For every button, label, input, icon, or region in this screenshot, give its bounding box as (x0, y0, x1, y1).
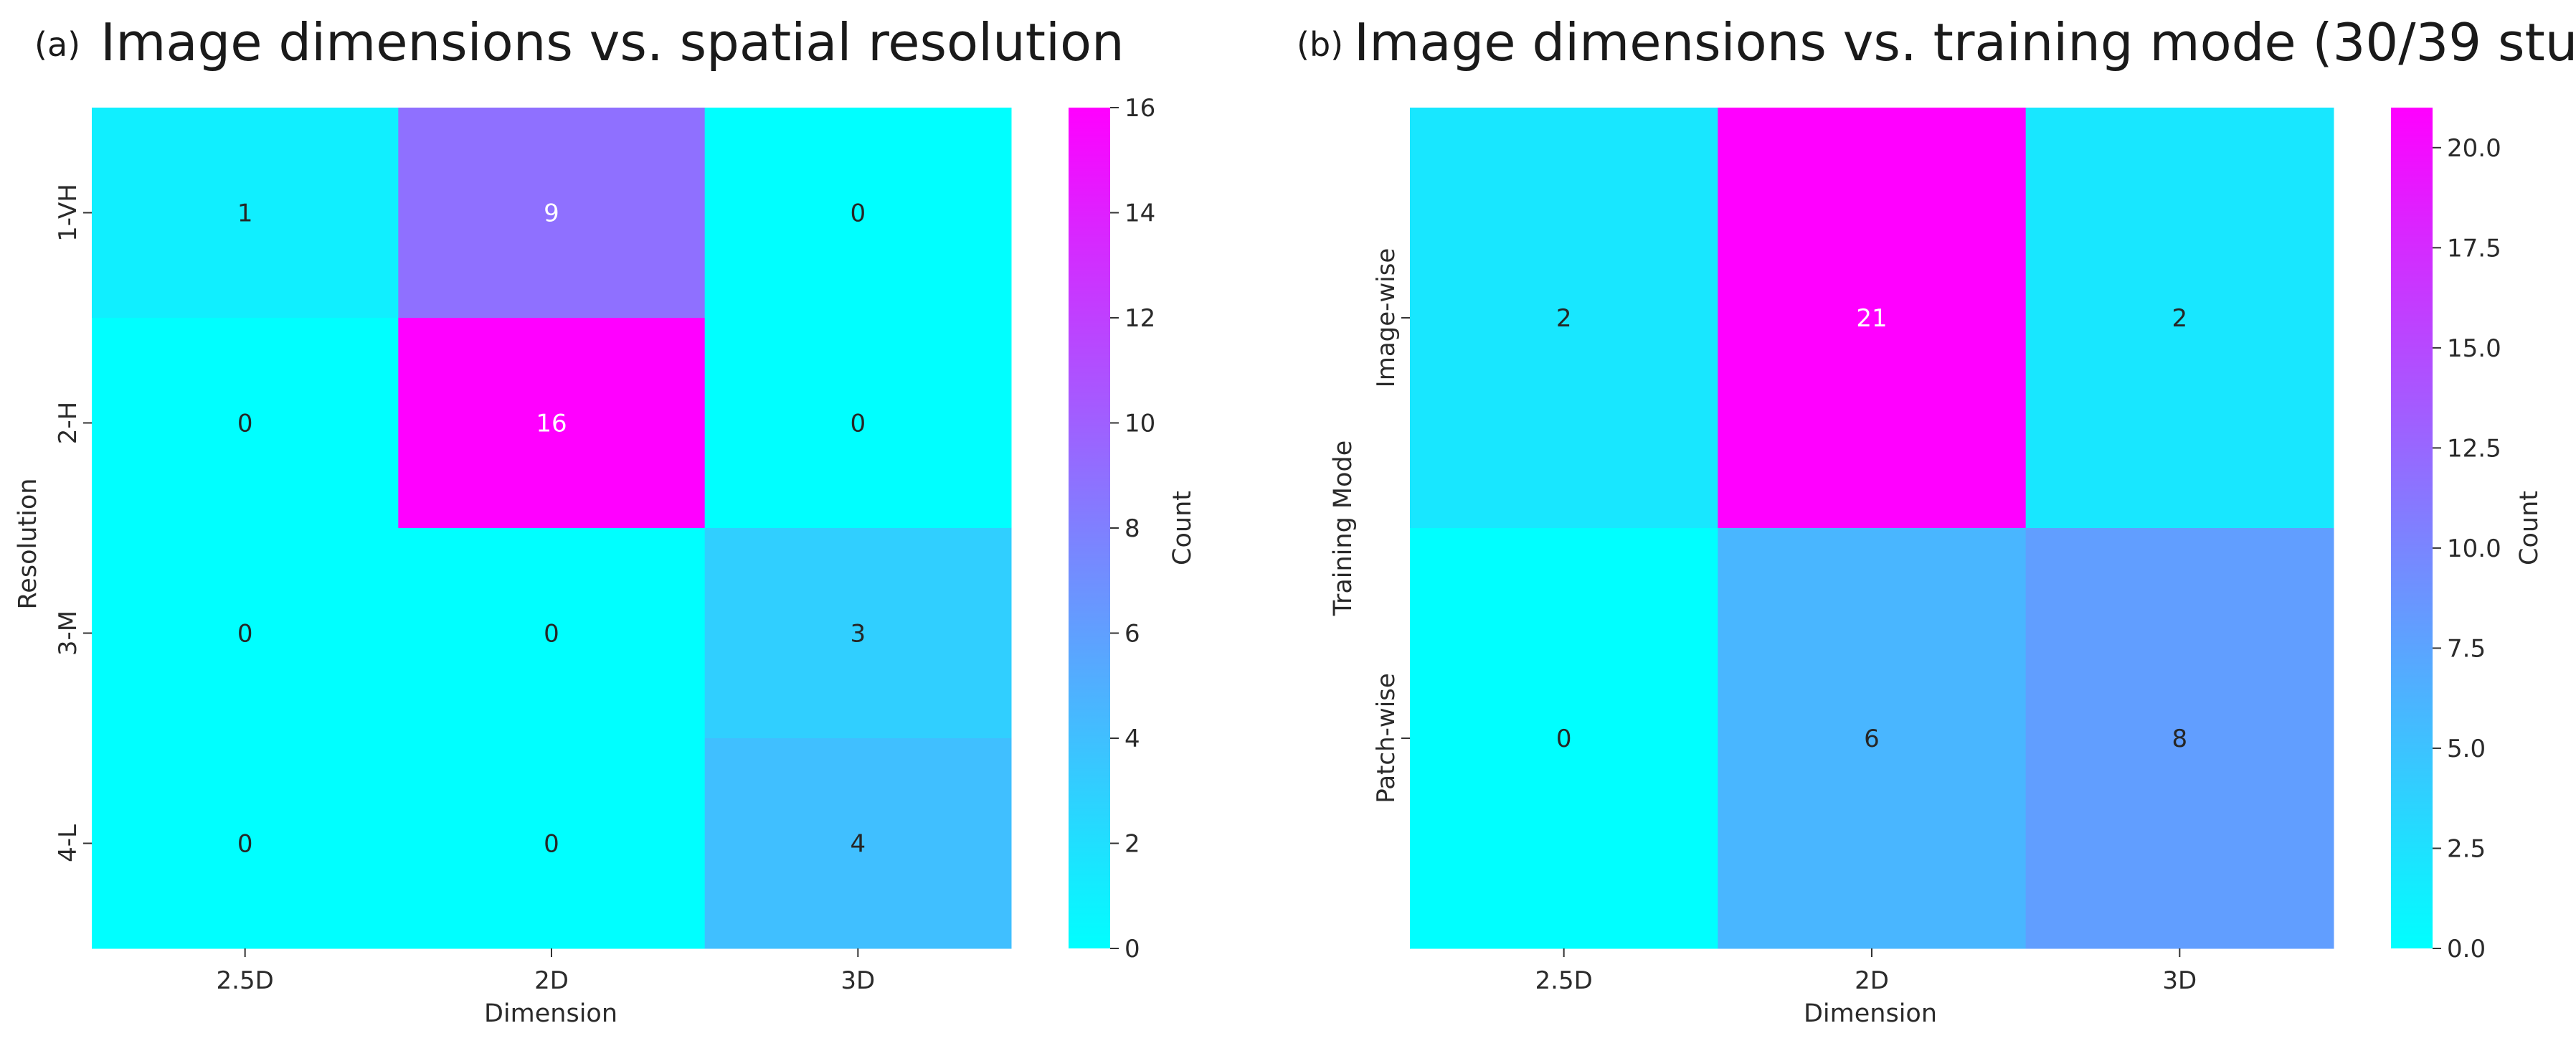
heatmap-b-cell-value: 2 (2172, 304, 2188, 333)
panel-b-letter: (b) (1297, 25, 1343, 64)
colorbar-b-tick-label: 12.5 (2447, 434, 2501, 463)
heatmap-a-y-tick-label: 1-VH (54, 184, 82, 242)
colorbar-a-tick-label: 8 (1124, 514, 1140, 543)
heatmap-b-cell (1410, 108, 1718, 529)
heatmap-a-cell (704, 528, 1012, 739)
heatmap-b-cell (1718, 108, 2027, 529)
heatmap-a-x-tick-label: 2.5D (217, 966, 274, 995)
heatmap-b-y-axis-title: Training Mode (1329, 440, 1358, 617)
heatmap-b-x-tick-label: 3D (2162, 966, 2197, 995)
colorbar-b-label: Count (2515, 491, 2544, 565)
colorbar-b-tick-label: 20.0 (2447, 134, 2501, 163)
colorbar-b-tick-label: 10.0 (2447, 534, 2501, 563)
heatmap-b-cell (2025, 528, 2334, 949)
colorbar-a-tick-label: 6 (1124, 620, 1140, 649)
heatmap-a-cell (704, 738, 1012, 949)
heatmap-b-x-tick-label: 2D (1855, 966, 1889, 995)
heatmap-b-x-axis-title: Dimension (1804, 999, 1937, 1028)
heatmap-b-y-tick-label: Patch-wise (1372, 673, 1401, 804)
heatmap-a-y-axis-title: Resolution (14, 479, 42, 610)
colorbar-a-tick-label: 16 (1124, 94, 1155, 123)
heatmap-b-cell-value: 0 (1556, 725, 1572, 753)
heatmap-b-cell (1718, 528, 2027, 949)
heatmap-b-y-ticks: Image-wise Patch-wise (1372, 248, 1410, 804)
colorbar-a (1069, 108, 1110, 948)
heatmap-a-cell-value: 0 (544, 830, 559, 859)
heatmap-a-cell-value: 0 (237, 830, 253, 859)
heatmap-b-x-ticks: 2.5D 2D 3D (1535, 948, 2197, 995)
panel-b: (b) Image dimensions vs. training mode (… (1297, 12, 2576, 1028)
panel-b-title: Image dimensions vs. training mode (30/3… (1354, 12, 2576, 72)
heatmap-a-x-tick-label: 2D (534, 966, 569, 995)
heatmap-a-cell-value: 0 (237, 620, 253, 649)
heatmap-a-cell (398, 108, 706, 319)
heatmap-a-cell (398, 738, 706, 949)
colorbar-b-tick-label: 2.5 (2447, 834, 2486, 863)
heatmap-b-y-tick-label: Image-wise (1372, 248, 1401, 388)
heatmap-b-cell (1410, 528, 1718, 949)
colorbar-b-tick-label: 5.0 (2447, 735, 2486, 763)
heatmap-a-cell (398, 318, 706, 529)
heatmap-a-cell (92, 528, 399, 739)
heatmap-a-cell-value: 1 (237, 199, 253, 228)
panel-a: (a) Image dimensions vs. spatial resolut… (14, 12, 1197, 1028)
heatmap-a-cell-value: 3 (851, 620, 866, 649)
heatmap-a-cell (92, 108, 399, 319)
heatmap-b-cell (2025, 108, 2334, 529)
heatmap-a-cell-value: 0 (544, 620, 559, 649)
colorbar-b-tick-label: 17.5 (2447, 234, 2501, 263)
heatmap-a-y-ticks: 1-VH 2-H 3-M 4-L (54, 184, 92, 862)
heatmap-b-x-tick-label: 2.5D (1535, 966, 1593, 995)
heatmap-a-cell-value: 9 (544, 199, 559, 228)
heatmap-a-cell-value: 0 (237, 410, 253, 438)
heatmap-b-cell-value: 2 (1556, 304, 1572, 333)
heatmap-a-cell-value: 4 (851, 830, 866, 859)
colorbar-a-tick-label: 4 (1124, 725, 1140, 753)
colorbar-b-tick-label: 0.0 (2447, 935, 2486, 963)
heatmap-a-cell-value: 16 (536, 410, 567, 438)
colorbar-b-ticks: 0.0 2.5 5.0 7.5 10.0 12.5 15.0 17.5 20.0 (2433, 134, 2501, 963)
colorbar-b-tick-label: 7.5 (2447, 634, 2486, 663)
colorbar-a-label: Count (1168, 491, 1197, 565)
heatmap-a-cell (704, 318, 1012, 529)
heatmap-a-x-tick-label: 3D (840, 966, 875, 995)
colorbar-a-tick-label: 2 (1124, 830, 1140, 859)
heatmap-b-cell-value: 6 (1864, 725, 1880, 753)
heatmap-a-cell (92, 738, 399, 949)
heatmap-a-x-ticks: 2.5D 2D 3D (217, 948, 875, 995)
heatmap-a-cell (92, 318, 399, 529)
colorbar-a-tick-label: 14 (1124, 199, 1155, 228)
colorbar-a-tick-label: 10 (1124, 410, 1155, 438)
heatmap-a-x-axis-title: Dimension (484, 999, 617, 1028)
colorbar-b-tick-label: 15.0 (2447, 334, 2501, 363)
colorbar-a-ticks: 0 2 4 6 8 10 12 14 16 (1110, 94, 1155, 963)
heatmap-b-cell-value: 21 (1856, 304, 1887, 333)
heatmap-a-cell (398, 528, 706, 739)
heatmap-a-cell-value: 0 (851, 410, 866, 438)
panel-a-letter: (a) (34, 25, 80, 64)
colorbar-b (2391, 108, 2433, 948)
heatmap-a-cell-value: 0 (851, 199, 866, 228)
colorbar-a-tick-label: 0 (1124, 935, 1140, 963)
heatmap-a-cell (704, 108, 1012, 319)
heatmap-a-y-tick-label: 4-L (54, 824, 82, 862)
heatmap-b-cell-value: 8 (2172, 725, 2188, 753)
panel-a-title: Image dimensions vs. spatial resolution (100, 12, 1124, 72)
heatmap-a-grid: 1 9 0 0 16 0 0 0 3 0 0 4 (92, 108, 1012, 949)
heatmap-a-y-tick-label: 3-M (54, 611, 82, 656)
heatmap-b-grid: 2 21 2 0 6 8 (1410, 108, 2334, 949)
heatmap-a-y-tick-label: 2-H (54, 402, 82, 444)
colorbar-a-tick-label: 12 (1124, 304, 1155, 333)
